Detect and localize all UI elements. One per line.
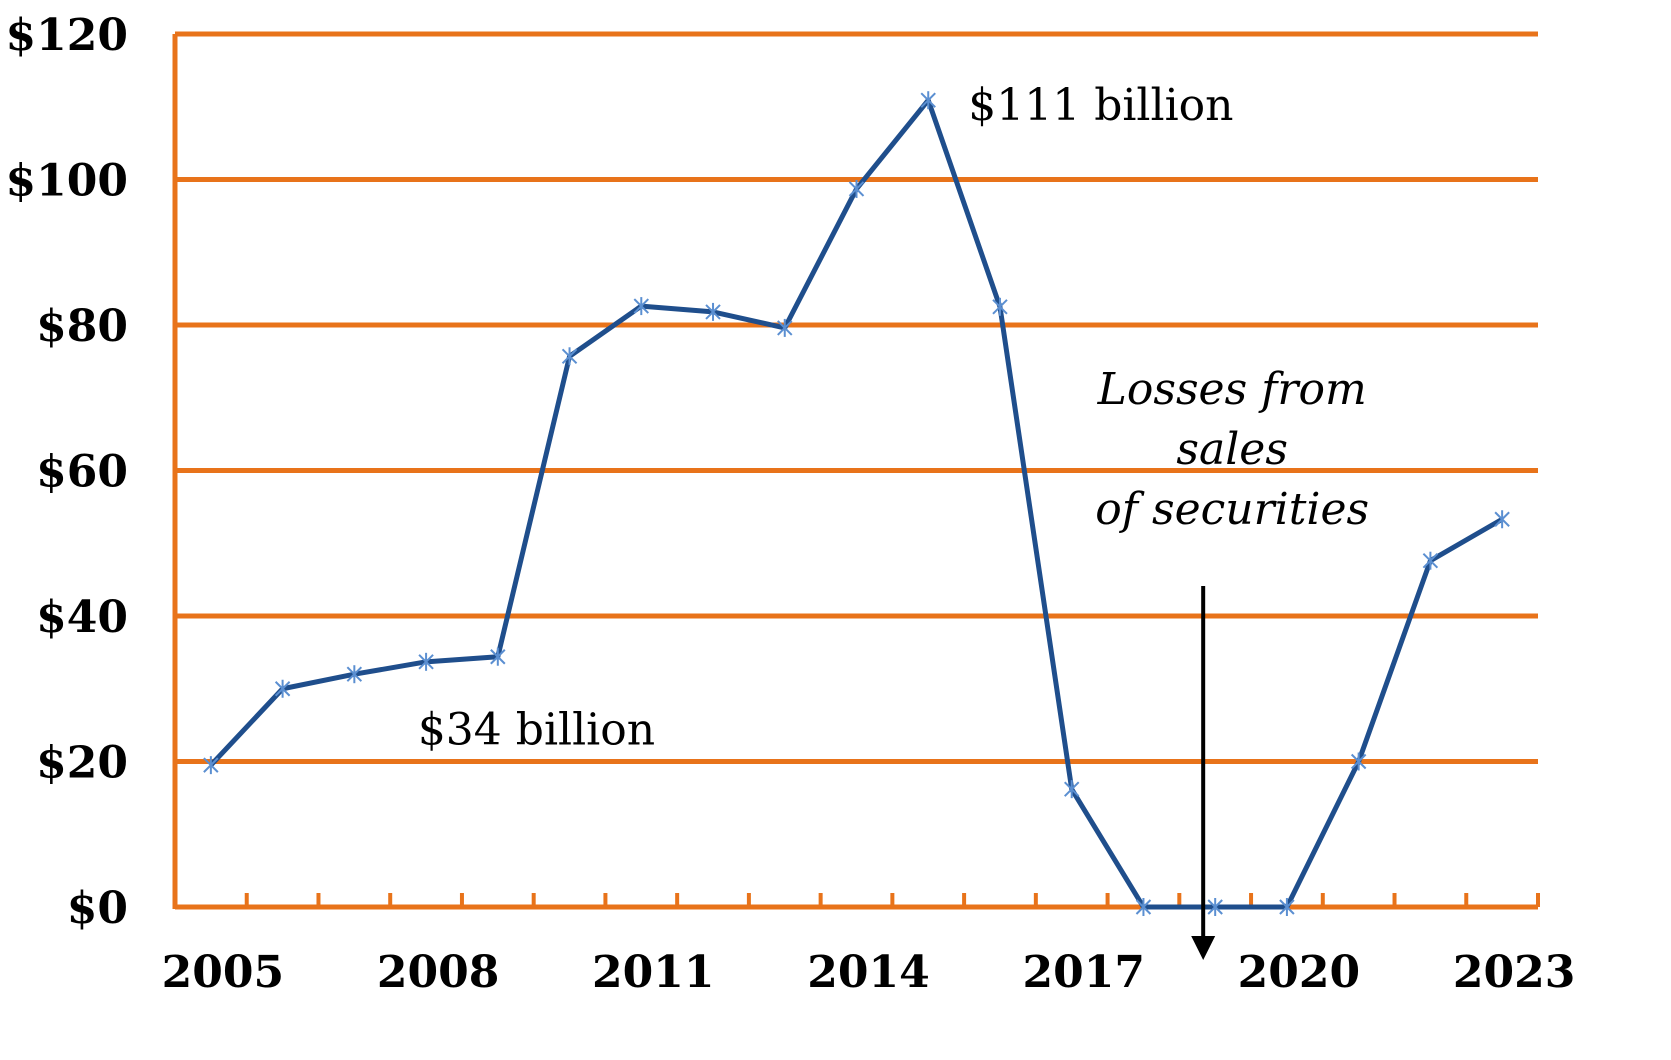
- data-point-2016: [992, 297, 1008, 316]
- data-point-2022: [1422, 551, 1439, 570]
- y-tick-label: $20: [36, 738, 128, 789]
- annotation-losses-line-2: sales: [1176, 424, 1288, 475]
- data-point-2011: [633, 297, 649, 316]
- x-tick-label: 2023: [1453, 947, 1575, 998]
- y-tick-label: $40: [36, 592, 128, 643]
- data-point-2023: [1494, 510, 1510, 529]
- y-tick-labels: $0 $20 $40 $60 $80 $100 $120: [6, 10, 128, 934]
- data-point-2021: [1350, 752, 1367, 771]
- data-point-2013: [777, 318, 793, 337]
- data-point-2018: [1135, 898, 1152, 916]
- y-tick-label: $120: [6, 10, 128, 61]
- y-tick-label: $60: [36, 447, 128, 498]
- data-point-2014: [848, 179, 865, 198]
- data-point-2009: [490, 647, 506, 666]
- x-tick-label: 2020: [1238, 947, 1360, 998]
- data-point-2019: [1207, 898, 1223, 916]
- x-tick-label: 2008: [377, 947, 499, 998]
- data-point-2005: [203, 756, 219, 775]
- x-tick-labels: 2005 2008 2011 2014 2017 2020 2023: [162, 947, 1576, 998]
- annotations: $111 billion $34 billion Losses from sal…: [418, 80, 1369, 960]
- y-tick-label: $0: [67, 883, 128, 934]
- x-tick-label: 2005: [162, 947, 284, 998]
- annotation-losses-arrowhead: [1191, 936, 1216, 960]
- data-point-2015: [920, 91, 936, 110]
- x-tick-label: 2014: [807, 947, 929, 998]
- gridlines: [175, 31, 1538, 764]
- data-point-2012: [705, 302, 721, 321]
- annotation-losses-line-3: of securities: [1095, 484, 1369, 535]
- x-tick-label: 2011: [592, 947, 714, 998]
- data-point-2017: [1064, 780, 1080, 799]
- data-points: [203, 91, 1510, 916]
- data-point-2006: [274, 679, 291, 698]
- data-point-2010: [561, 347, 578, 366]
- x-tick-label: 2017: [1022, 947, 1144, 998]
- data-point-2008: [418, 652, 434, 671]
- annotation-low: $34 billion: [418, 705, 655, 756]
- y-tick-label: $80: [36, 301, 128, 352]
- data-point-2020: [1279, 898, 1295, 916]
- data-point-2007: [346, 665, 363, 684]
- annotation-losses-line-1: Losses from: [1097, 364, 1367, 415]
- annotation-peak: $111 billion: [968, 80, 1233, 131]
- y-tick-label: $100: [6, 156, 128, 207]
